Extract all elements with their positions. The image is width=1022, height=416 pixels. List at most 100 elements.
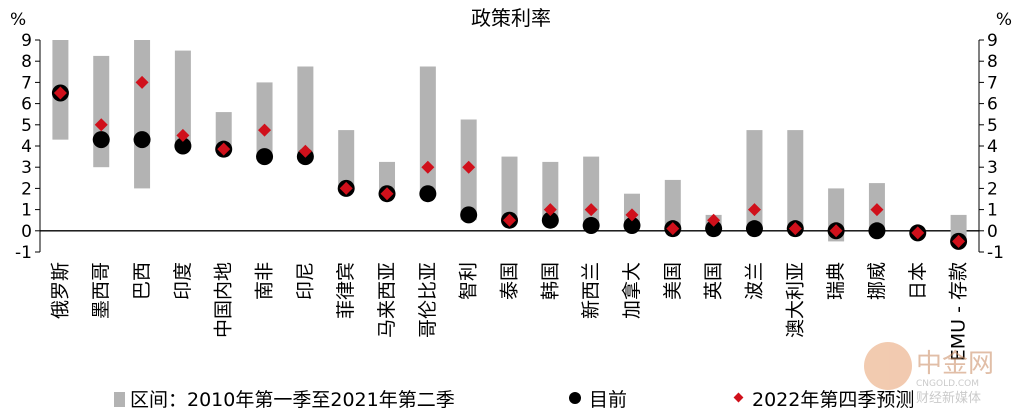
y-tick-label-right: 5 [987, 116, 998, 136]
category-label: EMU - 存款 [948, 262, 970, 361]
current-rate-dot [419, 185, 437, 203]
range-bar [215, 112, 232, 151]
range-bar [379, 161, 396, 193]
category-label: 韩国 [539, 262, 561, 300]
forecast-diamond [747, 203, 761, 217]
forecast-diamond [543, 203, 557, 217]
y-axis-left-unit: % [10, 10, 26, 30]
y-tick-label-right: 9 [987, 31, 998, 51]
y-axis-right-unit: % [996, 10, 1012, 30]
category-label: 俄罗斯 [49, 262, 71, 319]
forecast-diamond [339, 181, 353, 195]
category-label: 波兰 [743, 262, 765, 300]
forecast-diamond [217, 142, 231, 156]
range-bar [746, 130, 763, 229]
forecast-diamond [298, 144, 312, 158]
range-bar [174, 50, 191, 146]
current-rate-dot [460, 206, 478, 224]
forecast-diamond [258, 123, 272, 137]
current-rate-dot [133, 131, 151, 149]
range-bar [134, 40, 151, 189]
category-label: 智利 [458, 262, 480, 300]
y-tick-label-left: 1 [21, 201, 32, 221]
current-rate-dot [256, 148, 274, 166]
forecast-diamond [625, 208, 639, 222]
y-tick-label-left: 8 [21, 52, 32, 72]
forecast-diamond [707, 213, 721, 227]
y-tick-label-right: 6 [987, 95, 998, 115]
forecast-diamond [911, 226, 925, 240]
forecast-diamond [53, 86, 67, 100]
watermark-subtext: 财经新媒体 [916, 390, 981, 406]
range-bar [664, 179, 681, 229]
current-rate-dot [868, 222, 886, 240]
legend-forecast-label: 2022年第四季预测 [752, 389, 914, 411]
forecast-diamond [870, 203, 884, 217]
forecast-diamond [462, 160, 476, 174]
forecast-diamond [503, 213, 516, 227]
category-label: 瑞典 [825, 262, 847, 300]
range-bar [338, 130, 355, 189]
category-label: 中国内地 [213, 262, 235, 338]
category-label: 澳大利亚 [784, 262, 806, 338]
current-rate-dot [541, 211, 559, 229]
y-tick-label-right: 1 [987, 201, 998, 221]
forecast-diamond [666, 222, 680, 236]
y-tick-label-right: 3 [987, 158, 998, 178]
forecast-diamond [584, 203, 598, 217]
forecast-diamond [135, 75, 149, 89]
y-tick-label-left: 3 [21, 158, 32, 178]
watermark: 中金网 CNGOLD.COM 财经新媒体 [864, 342, 994, 406]
current-rate-dot [582, 217, 600, 234]
legend-current-marker [569, 392, 581, 404]
range-bar [297, 66, 314, 157]
y-tick-label-right: 8 [987, 52, 998, 72]
category-label: 泰国 [499, 262, 521, 300]
watermark-text: 中金网 [916, 349, 994, 379]
current-rate-dot [174, 137, 192, 155]
category-label: 日本 [907, 262, 929, 300]
category-label: 美国 [662, 262, 684, 300]
current-rate-dot [623, 217, 641, 234]
range-bar [787, 130, 804, 229]
y-tick-label-right: 0 [987, 222, 998, 242]
watermark-url: CNGOLD.COM [916, 379, 979, 389]
y-tick-label-left: 6 [21, 95, 32, 115]
category-label: 印度 [172, 262, 194, 300]
y-tick-label-right: 7 [987, 73, 998, 93]
category-label: 哥伦比亚 [417, 262, 439, 338]
legend-range-label: 区间：2010年第一季至2021年第二季 [130, 389, 455, 411]
legend-forecast-marker [733, 392, 744, 403]
y-tick-label-right: 2 [987, 179, 998, 199]
category-label: 马来西亚 [376, 262, 398, 338]
forecast-diamond [421, 160, 435, 174]
current-rate-dot [745, 220, 763, 238]
legend-range-swatch [114, 392, 125, 407]
category-label: 印尼 [294, 262, 316, 300]
watermark-logo-icon [864, 342, 912, 390]
current-rate-dot [705, 220, 723, 238]
forecast-diamond [829, 224, 843, 238]
category-label: 菲律宾 [335, 262, 357, 319]
y-tick-label-left: 4 [21, 137, 32, 157]
y-tick-label-left: 9 [21, 31, 32, 51]
category-label: 新西兰 [580, 262, 602, 319]
range-bar [419, 66, 436, 193]
range-bar [256, 82, 273, 157]
range-bar [501, 156, 518, 221]
forecast-diamond [176, 128, 190, 142]
category-label: 南非 [254, 262, 276, 300]
legend: 区间：2010年第一季至2021年第二季 目前 2022年第四季预测 [114, 389, 914, 411]
category-label: 墨西哥 [90, 262, 112, 319]
current-rate-dot [92, 131, 110, 149]
category-label: 巴西 [131, 262, 153, 300]
category-label: 挪威 [866, 262, 888, 300]
forecast-diamond [788, 222, 802, 236]
forecast-diamond [94, 118, 108, 132]
range-bar [542, 161, 559, 221]
chart-title: 政策利率 [471, 6, 551, 30]
y-tick-label-left: 5 [21, 116, 32, 136]
y-tick-label-left: 2 [21, 179, 32, 199]
forecast-diamond [380, 187, 394, 201]
category-label: 加拿大 [620, 262, 643, 319]
